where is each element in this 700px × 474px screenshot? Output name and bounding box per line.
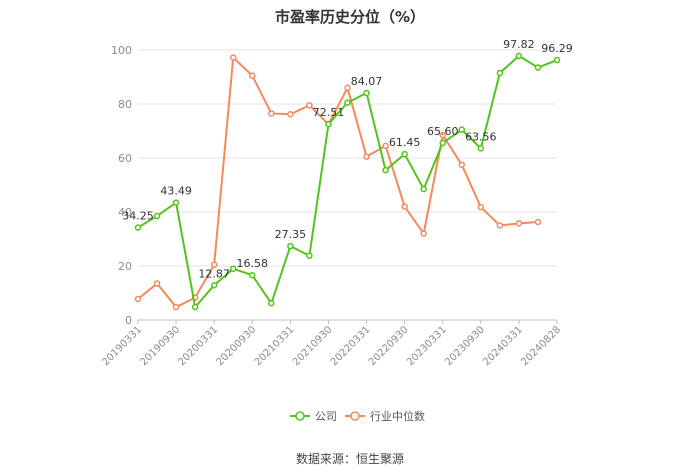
data-point-1 [534,218,542,226]
y-tick-label: 100 [111,44,132,57]
data-label: 96.29 [541,42,573,55]
data-point-1 [439,131,446,139]
legend-marker-0 [295,411,305,421]
data-point-1 [382,142,389,150]
data-point-0 [363,89,370,97]
data-point-0 [249,271,256,279]
data-point-0 [134,224,142,231]
x-tick-label: 20230331 [405,324,449,368]
data-point-0 [268,300,275,307]
data-point-0 [191,303,199,311]
data-label: 43.49 [160,185,192,198]
data-point-0 [210,282,218,289]
data-point-1 [229,54,237,61]
data-label: 27.35 [275,228,307,241]
data-point-1 [134,295,142,303]
data-point-1 [477,203,485,211]
data-point-1 [363,153,370,160]
x-tick-label: 20200331 [177,324,221,368]
data-label: 97.82 [503,38,535,51]
data-point-0 [401,150,408,158]
data-point-0 [439,139,446,147]
data-label: 72.51 [313,106,345,119]
x-tick-label: 20220331 [329,324,373,368]
x-tick-label: 20210930 [291,324,335,368]
data-point-1 [515,220,523,227]
data-point-0 [534,64,542,71]
data-label: 65.60 [427,125,459,138]
data-point-1 [306,102,313,109]
legend-marker-1 [350,411,360,421]
chart-title: 市盈率历史分位（%） [274,8,426,26]
data-point-0 [325,120,332,128]
data-label: 12.87 [198,267,230,280]
data-point-1 [496,222,504,229]
data-point-0 [420,185,427,193]
data-point-0 [287,242,294,250]
data-point-0 [553,56,561,64]
data-point-1 [268,110,275,117]
data-point-1 [287,111,294,118]
y-tick-label: 0 [125,314,132,327]
x-tick-label: 20220930 [367,324,411,368]
y-tick-label: 20 [118,260,132,273]
data-point-0 [306,252,313,259]
x-tick-label: 20200930 [215,324,259,368]
y-tick-label: 40 [118,206,132,219]
data-point-1 [249,72,256,79]
series-line-1 [137,55,539,309]
x-tick-label: 20230930 [443,324,487,368]
x-tick-label: 20210331 [253,324,297,368]
data-point-1 [420,230,427,237]
data-point-0 [458,126,466,133]
data-source: 数据来源：恒生聚源 [295,452,404,466]
x-tick-label: 20240828 [519,324,563,368]
x-tick-label: 20190331 [100,324,144,368]
data-label: 84.07 [351,75,383,88]
data-point-1 [458,161,466,168]
data-point-1 [172,303,180,311]
data-point-0 [172,199,180,206]
data-point-0 [515,52,523,60]
data-point-1 [401,203,408,210]
x-tick-label: 20190930 [138,324,182,368]
legend-label-0: 公司 [315,410,337,423]
data-point-0 [477,145,485,152]
data-point-1 [210,261,218,268]
data-point-0 [496,69,504,77]
y-tick-label: 60 [118,152,132,165]
data-point-0 [153,212,161,220]
data-label: 63.56 [465,130,497,143]
data-point-1 [153,280,161,287]
legend-label-1: 行业中位数 [370,409,425,423]
data-label: 34.25 [122,210,154,223]
data-point-0 [344,99,351,106]
data-point-0 [382,166,389,174]
data-label: 61.45 [389,136,421,149]
x-tick-label: 20240331 [481,324,525,368]
data-point-1 [344,84,351,92]
data-label: 16.58 [237,257,269,270]
y-tick-label: 80 [118,98,132,111]
data-point-0 [229,265,237,272]
